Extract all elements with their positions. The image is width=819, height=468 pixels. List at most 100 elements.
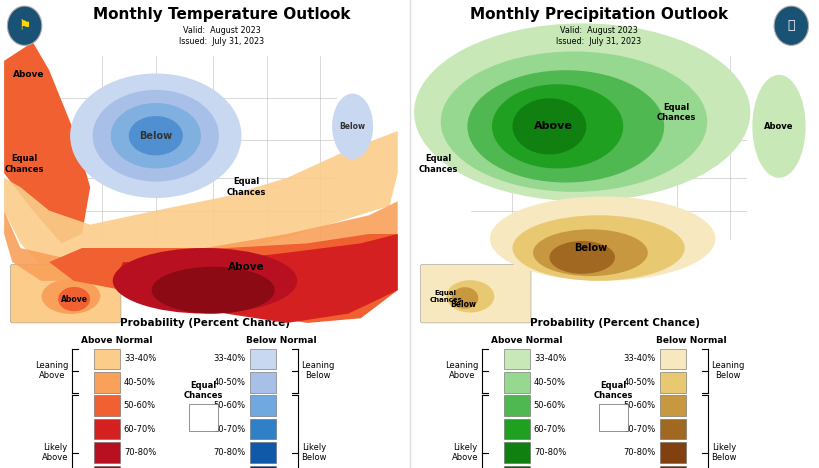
Ellipse shape	[332, 94, 373, 159]
Ellipse shape	[441, 51, 707, 192]
FancyBboxPatch shape	[250, 466, 275, 468]
FancyBboxPatch shape	[504, 466, 529, 468]
Text: 70-80%: 70-80%	[623, 448, 655, 457]
FancyBboxPatch shape	[94, 419, 120, 439]
Ellipse shape	[512, 98, 586, 154]
Text: Leaning
Above: Leaning Above	[445, 361, 478, 380]
FancyBboxPatch shape	[504, 349, 529, 369]
Ellipse shape	[532, 229, 647, 276]
Text: Equal
Chances: Equal Chances	[226, 177, 265, 197]
Text: 40-50%: 40-50%	[623, 378, 655, 387]
Text: ⚑: ⚑	[18, 19, 31, 33]
FancyBboxPatch shape	[504, 419, 529, 439]
Text: Valid:  August 2023: Valid: August 2023	[559, 26, 636, 35]
FancyBboxPatch shape	[94, 395, 120, 416]
Text: Monthly Precipitation Outlook: Monthly Precipitation Outlook	[469, 7, 726, 22]
Text: 40-50%: 40-50%	[533, 378, 565, 387]
Text: Below: Below	[450, 300, 475, 309]
Text: Equal
Chances: Equal Chances	[5, 154, 44, 174]
Text: Equal
Chances: Equal Chances	[429, 290, 462, 303]
Ellipse shape	[490, 197, 714, 281]
Text: Above: Above	[228, 262, 264, 272]
Text: 70-80%: 70-80%	[124, 448, 156, 457]
Text: 60-70%: 60-70%	[623, 424, 655, 434]
Text: Above: Above	[533, 121, 572, 132]
FancyBboxPatch shape	[94, 466, 120, 468]
Text: Above Normal: Above Normal	[81, 336, 152, 345]
Text: 60-70%: 60-70%	[124, 424, 156, 434]
Ellipse shape	[58, 287, 90, 311]
Text: Equal
Chances: Equal Chances	[593, 381, 633, 400]
Ellipse shape	[113, 248, 296, 314]
FancyBboxPatch shape	[504, 442, 529, 463]
Text: Leaning
Above: Leaning Above	[35, 361, 69, 380]
Ellipse shape	[467, 70, 663, 183]
Text: 33-40%: 33-40%	[533, 354, 565, 364]
FancyBboxPatch shape	[94, 442, 120, 463]
Text: 50-60%: 50-60%	[623, 401, 655, 410]
Text: 50-60%: 50-60%	[533, 401, 565, 410]
Text: Equal
Chances: Equal Chances	[419, 154, 458, 174]
Text: Above: Above	[61, 294, 88, 304]
Text: 50-60%: 50-60%	[124, 401, 156, 410]
Text: Above Normal: Above Normal	[491, 336, 562, 345]
Ellipse shape	[111, 103, 201, 168]
Text: Below Normal: Below Normal	[654, 336, 726, 345]
Text: 70-80%: 70-80%	[533, 448, 565, 457]
FancyBboxPatch shape	[504, 395, 529, 416]
FancyBboxPatch shape	[659, 442, 685, 463]
FancyBboxPatch shape	[94, 349, 120, 369]
Text: Above: Above	[13, 70, 44, 80]
FancyBboxPatch shape	[94, 372, 120, 393]
FancyBboxPatch shape	[250, 395, 275, 416]
FancyBboxPatch shape	[659, 419, 685, 439]
Text: 60-70%: 60-70%	[214, 424, 246, 434]
Text: Likely
Below: Likely Below	[711, 443, 736, 462]
FancyBboxPatch shape	[504, 372, 529, 393]
FancyBboxPatch shape	[414, 42, 811, 323]
Text: Monthly Temperature Outlook: Monthly Temperature Outlook	[93, 7, 350, 22]
Ellipse shape	[491, 84, 622, 168]
Text: Equal
Chances: Equal Chances	[656, 102, 695, 122]
Text: Below: Below	[139, 131, 172, 141]
Ellipse shape	[451, 287, 477, 309]
Ellipse shape	[70, 73, 242, 198]
Text: 40-50%: 40-50%	[214, 378, 246, 387]
Text: 33-40%: 33-40%	[623, 354, 655, 364]
Text: Issued:  July 31, 2023: Issued: July 31, 2023	[555, 37, 640, 46]
Text: Above: Above	[763, 122, 793, 131]
FancyBboxPatch shape	[659, 466, 685, 468]
Text: Issued:  July 31, 2023: Issued: July 31, 2023	[179, 37, 264, 46]
Ellipse shape	[512, 215, 684, 281]
Ellipse shape	[152, 267, 274, 314]
Text: Likely
Below: Likely Below	[301, 443, 327, 462]
Text: 50-60%: 50-60%	[214, 401, 246, 410]
Text: Below Normal: Below Normal	[245, 336, 316, 345]
Text: Probability (Percent Chance): Probability (Percent Chance)	[529, 318, 699, 328]
Text: Below: Below	[573, 243, 606, 253]
Ellipse shape	[129, 116, 183, 155]
FancyBboxPatch shape	[599, 404, 627, 431]
FancyBboxPatch shape	[189, 404, 218, 431]
Ellipse shape	[752, 75, 804, 178]
FancyBboxPatch shape	[250, 349, 275, 369]
Text: 70-80%: 70-80%	[214, 448, 246, 457]
Text: Leaning
Below: Leaning Below	[711, 361, 744, 380]
FancyBboxPatch shape	[250, 442, 275, 463]
Circle shape	[7, 6, 42, 45]
FancyBboxPatch shape	[659, 349, 685, 369]
Text: 33-40%: 33-40%	[214, 354, 246, 364]
FancyBboxPatch shape	[10, 264, 121, 323]
Ellipse shape	[42, 279, 100, 314]
Text: 33-40%: 33-40%	[124, 354, 156, 364]
Text: Below: Below	[339, 122, 365, 131]
FancyBboxPatch shape	[659, 372, 685, 393]
Text: Equal
Chances: Equal Chances	[183, 381, 224, 400]
Ellipse shape	[446, 280, 494, 313]
Text: 40-50%: 40-50%	[124, 378, 156, 387]
PathPatch shape	[4, 42, 90, 243]
Text: Likely
Above: Likely Above	[451, 443, 478, 462]
PathPatch shape	[49, 234, 397, 323]
Text: 60-70%: 60-70%	[533, 424, 565, 434]
PathPatch shape	[4, 131, 397, 271]
